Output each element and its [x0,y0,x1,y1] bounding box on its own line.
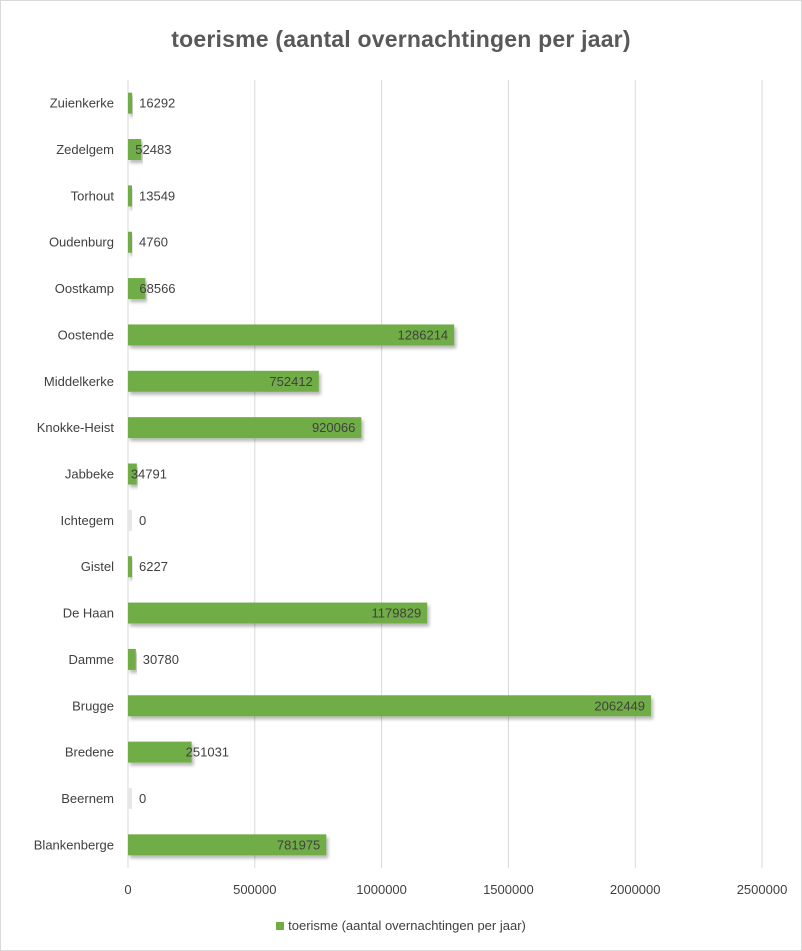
data-label: 16292 [139,96,175,111]
bar [128,278,146,300]
bar [128,787,132,809]
category-label: Zuienkerke [50,96,114,111]
legend-label: toerisme (aantal overnachtingen per jaar… [288,918,526,933]
bar [128,417,362,439]
category-label: Brugge [72,698,114,713]
category-label: Oostende [58,327,114,342]
data-label: 2062449 [594,698,645,713]
data-label: 68566 [139,281,175,296]
category-labels: Zuienkerke Zedelgem Torhout Oudenburg Oostka… [34,96,115,853]
bar [128,602,428,624]
category-label: Torhout [71,188,115,203]
data-label: 0 [139,791,146,806]
data-label: 1179829 [372,606,422,621]
x-tick-label: 1500000 [483,882,534,897]
category-label: De Haan [63,606,114,621]
data-labels: 16292 52483 13549 4760 68566 1286214 752412 920… [131,96,645,853]
data-label: 4760 [139,235,168,250]
data-label: 1286214 [398,327,449,342]
category-label: Middelkerke [44,374,114,389]
bar [128,463,137,485]
x-axis-tick-labels: 0 500000 1000000 1500000 2000000 2500000 [124,882,787,897]
data-label: 34791 [131,467,167,482]
data-label: 920066 [312,420,355,435]
data-label: 6227 [139,559,168,574]
bar [128,648,136,670]
category-label: Jabbeke [65,467,114,482]
category-label: Bredene [65,745,114,760]
data-label: 752412 [269,374,312,389]
x-tick-label: 500000 [233,882,276,897]
category-label: Blankenberge [34,837,114,852]
bar [128,324,455,346]
data-label: 13549 [139,188,175,203]
category-label: Gistel [81,559,114,574]
category-label: Zedelgem [56,142,114,157]
x-tick-label: 0 [124,882,131,897]
bar [128,231,132,253]
bars [128,92,652,856]
bar [128,92,133,114]
category-label: Knokke-Heist [37,420,115,435]
category-label: Beernem [61,791,114,806]
bar [128,834,327,856]
category-label: Damme [68,652,114,667]
data-label: 251031 [186,745,229,760]
x-tick-label: 2000000 [610,882,661,897]
legend: toerisme (aantal overnachtingen per jaar… [0,918,802,933]
data-label: 52483 [135,142,171,157]
bar [128,509,132,531]
data-label: 781975 [277,837,320,852]
category-label: Oudenburg [49,235,114,250]
x-tick-label: 2500000 [737,882,788,897]
category-label: Oostkamp [55,281,114,296]
legend-swatch [276,921,285,930]
category-label: Ichtegem [61,513,114,528]
x-tick-label: 1000000 [356,882,407,897]
bar [128,185,132,207]
bar [128,139,142,161]
data-label: 30780 [143,652,179,667]
bar [128,741,192,763]
data-label: 0 [139,513,146,528]
bar [128,695,652,717]
bar [128,370,319,392]
gridlines [127,80,763,868]
chart-title: toerisme (aantal overnachtingen per jaar… [171,26,631,52]
bar [128,556,132,578]
